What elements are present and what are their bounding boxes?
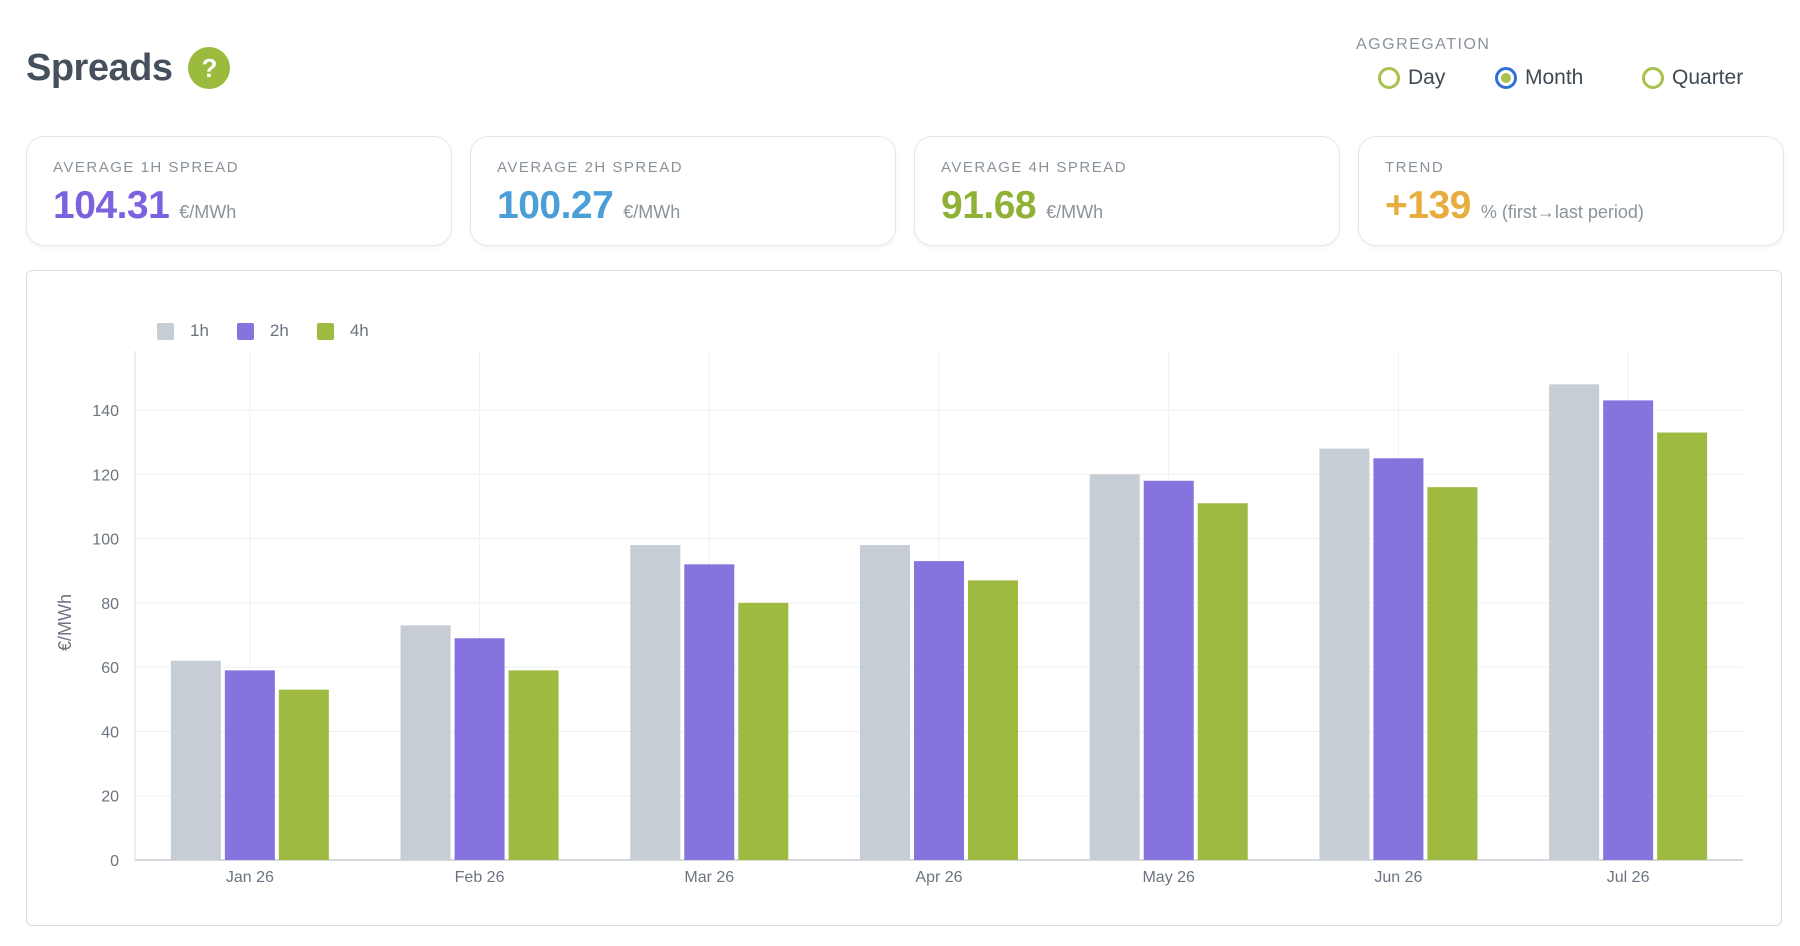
bar-1h-apr-26 <box>860 545 910 860</box>
page-title: Spreads <box>26 46 173 89</box>
x-tick-label: Feb 26 <box>455 869 505 886</box>
bar-1h-may-26 <box>1089 474 1140 860</box>
y-tick-label: 140 <box>92 403 119 420</box>
bar-2h-jan-26 <box>224 670 275 860</box>
bar-2h-jul-26 <box>1603 400 1654 860</box>
y-tick-label: 80 <box>101 596 119 613</box>
bar-4h-may-26 <box>1197 503 1248 860</box>
bar-4h-apr-26 <box>968 580 1018 860</box>
card-average-4h-spread: AVERAGE 4H SPREAD 91.68 €/MWh <box>914 136 1340 246</box>
card-average-2h-spread: AVERAGE 2H SPREAD 100.27 €/MWh <box>470 136 896 246</box>
page-header: Spreads ? <box>26 44 231 92</box>
x-tick-label: Jul 26 <box>1607 869 1650 886</box>
x-tick-label: Jan 26 <box>226 869 274 886</box>
radio-month[interactable]: Month <box>1495 66 1583 90</box>
y-tick-label: 60 <box>101 660 119 677</box>
legend-label: 4h <box>349 321 369 340</box>
legend-item-2h[interactable]: 2h <box>236 321 289 341</box>
card-unit: €/MWh <box>1046 202 1104 222</box>
bar-4h-jan-26 <box>278 689 329 860</box>
summary-cards: AVERAGE 1H SPREAD 104.31 €/MWh AVERAGE 2… <box>26 136 1784 246</box>
spreads-chart: 1h 2h 4h 0 20 40 60 80 100 120 140 Jan 26 Feb 26 M… <box>26 270 1782 926</box>
card-value: 100.27 <box>497 184 614 227</box>
x-tick-label: Mar 26 <box>684 869 734 886</box>
bar-2h-apr-26 <box>914 561 964 860</box>
radio-month-circle-icon[interactable] <box>1495 67 1517 89</box>
bar-1h-jan-26 <box>170 660 221 860</box>
aggregation-control: AGGREGATION Day Month Quarter <box>1356 36 1743 89</box>
bar-2h-feb-26 <box>454 638 505 860</box>
bar-4h-mar-26 <box>738 602 789 860</box>
aggregation-label: AGGREGATION <box>1356 36 1491 53</box>
legend-item-4h[interactable]: 4h <box>316 321 369 341</box>
card-label: TREND <box>1385 159 1445 176</box>
radio-quarter-circle-icon[interactable] <box>1642 67 1664 89</box>
y-tick-label: 40 <box>101 724 119 741</box>
legend-label: 1h <box>190 321 209 340</box>
legend-item-1h[interactable]: 1h <box>157 321 209 341</box>
radio-day-circle-icon[interactable] <box>1378 67 1400 89</box>
bar-2h-may-26 <box>1143 480 1194 860</box>
legend-swatch <box>316 322 334 340</box>
bar-4h-feb-26 <box>508 670 559 860</box>
legend-swatch <box>157 322 174 340</box>
legend-swatch <box>236 322 254 340</box>
y-axis-label: €/MWh <box>55 594 75 651</box>
bar-1h-jun-26 <box>1319 448 1370 860</box>
bar-1h-jul-26 <box>1549 384 1600 860</box>
bar-2h-mar-26 <box>684 564 735 860</box>
y-tick-label: 20 <box>101 789 119 806</box>
radio-day-label: Day <box>1408 66 1446 89</box>
card-value: +139 <box>1385 184 1471 227</box>
y-tick-label: 120 <box>92 467 119 484</box>
card-average-1h-spread: AVERAGE 1H SPREAD 104.31 €/MWh <box>26 136 452 246</box>
radio-quarter-label: Quarter <box>1672 66 1744 89</box>
y-tick-label: 0 <box>110 853 119 870</box>
x-tick-label: May 26 <box>1142 869 1195 886</box>
bar-4h-jun-26 <box>1427 487 1478 860</box>
bar-2h-jun-26 <box>1373 458 1424 860</box>
chart-legend: 1h 2h 4h <box>157 321 369 341</box>
card-trend: TREND +139 % (first→last period) <box>1358 136 1784 246</box>
card-unit: €/MWh <box>179 202 237 222</box>
card-value: 104.31 <box>53 184 170 227</box>
card-label: AVERAGE 1H SPREAD <box>53 159 240 176</box>
help-icon[interactable]: ? <box>188 47 231 89</box>
y-tick-label: 100 <box>92 532 119 549</box>
card-unit: €/MWh <box>623 202 681 222</box>
radio-month-label: Month <box>1525 66 1584 89</box>
card-unit: % (first→last period) <box>1480 202 1644 222</box>
card-label: AVERAGE 4H SPREAD <box>941 159 1128 176</box>
card-label: AVERAGE 2H SPREAD <box>497 159 684 176</box>
bar-1h-mar-26 <box>630 545 681 860</box>
radio-day[interactable]: Day <box>1378 66 1445 90</box>
x-tick-label: Jun 26 <box>1374 869 1422 886</box>
bar-1h-feb-26 <box>400 625 451 860</box>
card-value: 91.68 <box>941 184 1037 227</box>
x-tick-label: Apr 26 <box>915 869 962 886</box>
radio-quarter[interactable]: Quarter <box>1642 66 1743 90</box>
legend-label: 2h <box>269 321 289 340</box>
chart-plot: 0 20 40 60 80 100 120 140 Jan 26 Feb 26 Mar 26 Apr … <box>55 351 1743 886</box>
bar-4h-jul-26 <box>1657 432 1708 860</box>
